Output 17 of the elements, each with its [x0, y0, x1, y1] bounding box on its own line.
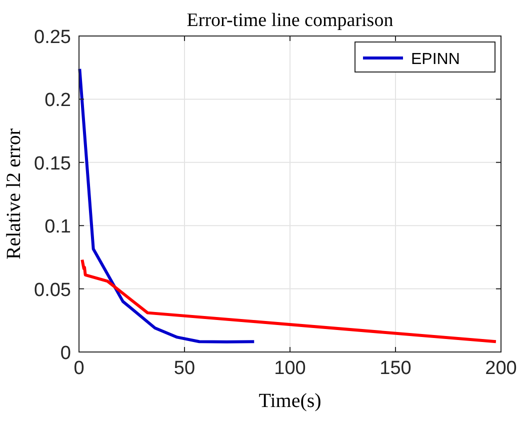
x-tick-label: 100 [274, 358, 306, 379]
line-series [78, 67, 256, 344]
y-axis-title: Relative l2 error [3, 128, 25, 260]
y-tick-label: 0.2 [44, 90, 71, 112]
y-tick-label: 0 [60, 343, 71, 364]
y-tick-label: 0.25 [34, 27, 71, 48]
x-tick-label: 50 [174, 358, 196, 379]
y-tick-label: 0.15 [34, 153, 71, 174]
chart-title: Error-time line comparison [186, 10, 394, 31]
legend-label: EPINN [411, 51, 460, 68]
line-series [80, 258, 498, 344]
x-axis-title: Time(s) [258, 390, 322, 412]
x-tick-label: 200 [485, 358, 517, 379]
y-tick-label: 0.1 [44, 216, 71, 238]
x-tick-label: 0 [74, 358, 84, 379]
x-tick-label: 150 [380, 358, 412, 379]
y-tick-label: 0.05 [34, 280, 71, 301]
